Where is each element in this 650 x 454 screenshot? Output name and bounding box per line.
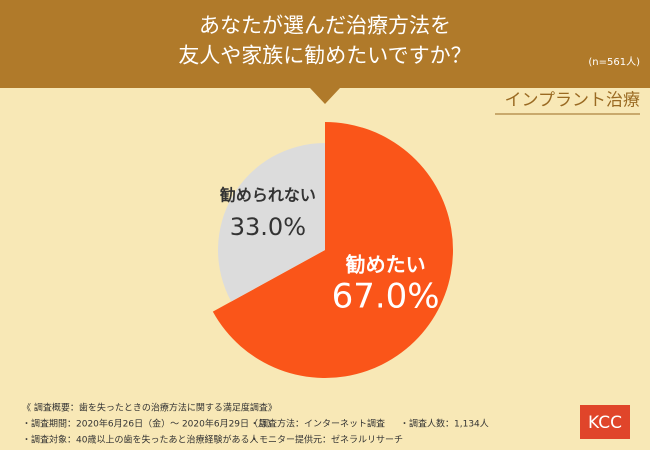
- note: ・調査対象：40歳以上の歯を失ったあと治療経験がある人: [22, 434, 258, 446]
- header-pointer: [310, 88, 340, 104]
- note: ・モニター提供元：ゼネラルリサーチ: [250, 434, 403, 446]
- slice-label: 勧められない: [220, 186, 316, 205]
- note: ・調査方法：インターネット調査: [250, 418, 385, 430]
- notes-heading: 《 調査概要：歯を失ったときの治療方法に関する満足度調査》: [22, 402, 277, 414]
- pie-slice: [212, 122, 454, 378]
- slice-label: 勧めたい: [346, 252, 426, 276]
- annotation: インプラント治療: [505, 91, 641, 111]
- logo-box: [580, 405, 630, 439]
- note: ・調査期間：2020年6月26日（金）～ 2020年6月29日（月）: [22, 418, 276, 430]
- note: ・調査人数：1,134人: [400, 418, 489, 430]
- logo: KCC: [588, 413, 622, 433]
- slice-value-label: 67.0%: [332, 276, 440, 316]
- slice-value-label: 33.0%: [230, 213, 306, 241]
- chart-title: 友人や家族に勧めたいですか？: [178, 44, 471, 68]
- pie-slice: [218, 143, 325, 302]
- subtitle: (n=561人): [588, 56, 640, 68]
- chart-title: あなたが選んだ治療方法を: [199, 14, 451, 38]
- header-band: [0, 0, 650, 88]
